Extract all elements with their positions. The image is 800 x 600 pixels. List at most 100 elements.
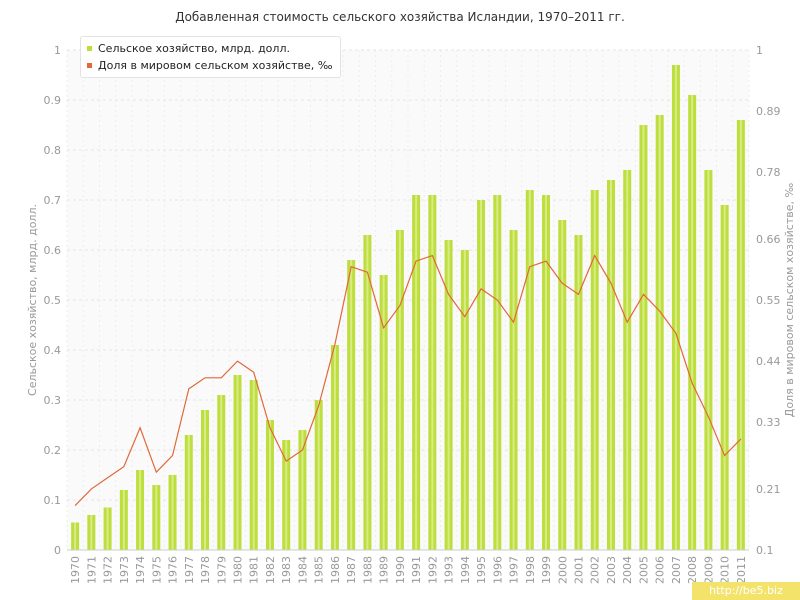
legend-item-line: Доля в мировом сельском хозяйстве, ‰ <box>87 57 332 74</box>
bar-highlight <box>463 250 466 550</box>
bar-highlight <box>171 475 174 550</box>
bar-highlight <box>739 120 742 550</box>
y2-tick-label: 0.55 <box>756 294 781 307</box>
y2-tick-label: 0.1 <box>756 544 774 557</box>
y2-tick-label: 1 <box>756 44 763 57</box>
y-tick-label: 0.5 <box>44 294 62 307</box>
x-tick-label: 1975 <box>150 556 163 584</box>
y-tick-label: 0.3 <box>44 394 62 407</box>
x-tick-label: 1985 <box>313 556 326 584</box>
bar-highlight <box>301 430 304 550</box>
bar-highlight <box>398 230 401 550</box>
bar-highlight <box>139 470 142 550</box>
y-tick-label: 1 <box>54 44 61 57</box>
x-tick-label: 1974 <box>134 556 147 584</box>
bar-highlight <box>333 345 336 550</box>
bar-highlight <box>74 522 77 550</box>
legend-swatch-bar <box>87 45 92 51</box>
x-tick-label: 1999 <box>540 556 553 584</box>
bar-highlight <box>431 195 434 550</box>
y2-tick-label: 0.66 <box>756 233 781 246</box>
watermark-link[interactable]: http://be5.biz <box>692 582 800 600</box>
bar-highlight <box>236 375 239 550</box>
bar-highlight <box>155 485 158 550</box>
x-tick-label: 1988 <box>361 556 374 584</box>
y2-tick-label: 0.33 <box>756 416 781 429</box>
x-tick-label: 1990 <box>394 556 407 584</box>
y2-tick-label: 0.44 <box>756 355 781 368</box>
x-tick-label: 1986 <box>329 556 342 584</box>
x-tick-label: 1997 <box>508 556 521 584</box>
chart-title: Добавленная стоимость сельского хозяйств… <box>175 10 625 24</box>
y2-tick-label: 0.89 <box>756 105 781 118</box>
bar-highlight <box>447 240 450 550</box>
bar-highlight <box>561 220 564 550</box>
y-axis-label: Сельское хозяйство, млрд. долл. <box>26 204 39 396</box>
x-tick-label: 2006 <box>654 556 667 584</box>
series-line <box>74 254 742 507</box>
y-tick-label: 0.2 <box>44 444 62 457</box>
x-tick-label: 2005 <box>637 556 650 584</box>
x-tick-label: 1993 <box>443 556 456 584</box>
x-tick-label: 2002 <box>589 556 602 584</box>
bar-highlight <box>415 195 418 550</box>
legend-label-line: Доля в мировом сельском хозяйстве, ‰ <box>98 59 333 72</box>
y-tick-label: 0.8 <box>44 144 62 157</box>
x-tick-label: 1977 <box>183 556 196 584</box>
x-tick-label: 1973 <box>118 556 131 584</box>
bar-highlight <box>545 195 548 550</box>
x-tick-label: 2000 <box>556 556 569 584</box>
x-tick-label: 1976 <box>167 556 180 584</box>
x-tick-label: 2007 <box>670 556 683 584</box>
x-tick-label: 1992 <box>426 556 439 584</box>
y2-axis-label: Доля в мировом сельском хозяйстве, ‰ <box>783 183 796 418</box>
bar-highlight <box>106 507 109 550</box>
bar-highlight <box>480 200 483 550</box>
bar-highlight <box>528 190 531 550</box>
bar-highlight <box>204 410 207 550</box>
bar-highlight <box>90 515 93 550</box>
bar-highlight <box>220 395 223 550</box>
bar-highlight <box>512 230 515 550</box>
x-tick-label: 1971 <box>85 556 98 584</box>
legend: Сельское хозяйство, млрд. долл. Доля в м… <box>80 36 342 78</box>
x-tick-label: 1978 <box>199 556 212 584</box>
legend-swatch-line <box>87 62 92 68</box>
bar-highlight <box>707 170 710 550</box>
bar-highlight <box>268 420 271 550</box>
x-tick-label: 1970 <box>69 556 82 584</box>
y-tick-label: 0.7 <box>44 194 62 207</box>
bar-highlight <box>674 65 677 550</box>
bar-highlight <box>609 180 612 550</box>
bar-highlight <box>577 235 580 550</box>
x-tick-label: 1987 <box>345 556 358 584</box>
y-tick-label: 0.6 <box>44 244 62 257</box>
y-tick-label: 0 <box>54 544 61 557</box>
bar-highlight <box>496 195 499 550</box>
y2-tick-label: 0.21 <box>756 483 781 496</box>
bar-highlight <box>317 400 320 550</box>
x-tick-label: 1972 <box>102 556 115 584</box>
x-tick-label: 1981 <box>248 556 261 584</box>
bar-highlight <box>122 490 125 550</box>
x-tick-label: 2008 <box>686 556 699 584</box>
bar-highlight <box>187 435 190 550</box>
y-tick-label: 0.1 <box>44 494 62 507</box>
x-tick-label: 2009 <box>702 556 715 584</box>
bar-highlight <box>285 440 288 550</box>
x-tick-label: 1980 <box>232 556 245 584</box>
legend-item-bar: Сельское хозяйство, млрд. долл. <box>87 40 332 57</box>
x-tick-label: 2004 <box>621 556 634 584</box>
y-tick-label: 0.9 <box>44 94 62 107</box>
legend-label-bar: Сельское хозяйство, млрд. долл. <box>98 42 290 55</box>
x-tick-label: 1979 <box>215 556 228 584</box>
bar-highlight <box>366 235 369 550</box>
bar-highlight <box>691 95 694 550</box>
x-tick-label: 2010 <box>719 556 732 584</box>
bar-highlight <box>593 190 596 550</box>
x-tick-label: 1984 <box>296 556 309 584</box>
bar-highlight <box>642 125 645 550</box>
bar-highlight <box>252 380 255 550</box>
x-tick-label: 2001 <box>573 556 586 584</box>
